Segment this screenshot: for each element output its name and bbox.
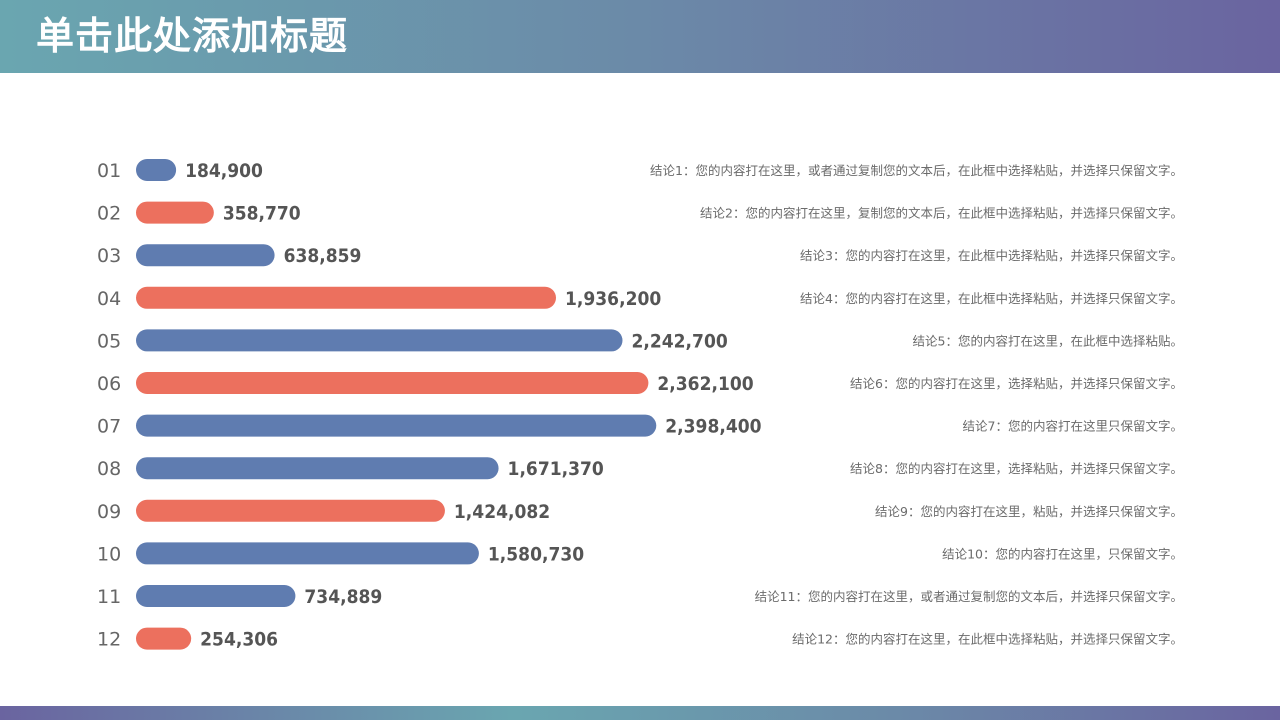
- conclusion-note: 结论3：您的内容打在这里，在此框中选择粘贴，并选择只保留文字。: [800, 248, 1183, 263]
- page-title: 单击此处添加标题: [36, 14, 349, 58]
- conclusion-note: 结论7：您的内容打在这里只保留文字。: [963, 419, 1183, 434]
- bar-value-label: 2,398,400: [665, 416, 761, 438]
- row-index-label: 02: [97, 203, 121, 225]
- row-index-label: 10: [97, 543, 121, 565]
- bar-value-label: 2,242,700: [631, 330, 727, 352]
- bar: [136, 414, 657, 437]
- bar: [136, 201, 214, 224]
- row-index-label: 11: [97, 586, 121, 608]
- bar-value-label: 638,859: [284, 245, 362, 267]
- row-index-label: 07: [97, 416, 121, 438]
- conclusion-note: 结论12：您的内容打在这里，在此框中选择粘贴，并选择只保留文字。: [792, 632, 1183, 647]
- conclusion-note: 结论1：您的内容打在这里，或者通过复制您的文本后，在此框中选择粘贴，并选择只保留…: [650, 163, 1183, 178]
- conclusion-note: 结论9：您的内容打在这里，粘贴，并选择只保留文字。: [875, 504, 1183, 519]
- bar: [136, 499, 445, 522]
- row-index-label: 12: [97, 629, 121, 651]
- bar: [136, 286, 557, 309]
- bar: [136, 585, 296, 607]
- row-index-label: 08: [97, 458, 121, 480]
- bar: [136, 372, 649, 394]
- conclusion-note: 结论6：您的内容打在这里，选择粘贴，并选择只保留文字。: [850, 376, 1183, 391]
- bar-value-label: 734,889: [304, 586, 382, 608]
- row-index-label: 04: [97, 288, 121, 310]
- bar: [136, 627, 192, 650]
- conclusion-note: 结论11：您的内容打在这里，或者通过复制您的文本后，并选择只保留文字。: [755, 589, 1183, 604]
- row-index-label: 09: [97, 501, 121, 523]
- title-banner: 单击此处添加标题: [0, 0, 1280, 73]
- conclusion-note: 结论10：您的内容打在这里，只保留文字。: [942, 546, 1183, 561]
- bar: [136, 457, 499, 480]
- bar-value-label: 2,362,100: [657, 373, 753, 395]
- row-index-label: 03: [97, 245, 121, 267]
- bar-value-label: 254,306: [200, 629, 278, 651]
- bar-value-label: 1,580,730: [488, 543, 584, 565]
- bar: [136, 329, 623, 352]
- conclusion-note: 结论2：您的内容打在这里，复制您的文本后，在此框中选择粘贴，并选择只保留文字。: [700, 206, 1183, 221]
- row-index-label: 06: [97, 373, 121, 395]
- bar-value-label: 1,671,370: [508, 458, 604, 480]
- row-index-label: 05: [97, 330, 121, 352]
- bar: [136, 244, 275, 267]
- bar-value-label: 1,936,200: [565, 288, 661, 310]
- footer-band: [0, 706, 1280, 720]
- conclusion-note: 结论4：您的内容打在这里，在此框中选择粘贴，并选择只保留文字。: [800, 291, 1183, 306]
- bar-value-label: 184,900: [185, 160, 263, 182]
- bar-value-label: 1,424,082: [454, 501, 550, 523]
- conclusion-note: 结论5：您的内容打在这里，在此框中选择粘贴。: [913, 333, 1183, 348]
- bar: [136, 159, 177, 181]
- bar-value-label: 358,770: [223, 203, 301, 225]
- row-index-label: 01: [97, 160, 121, 182]
- bar: [136, 542, 479, 565]
- conclusion-note: 结论8：您的内容打在这里，选择粘贴，并选择只保留文字。: [850, 461, 1183, 476]
